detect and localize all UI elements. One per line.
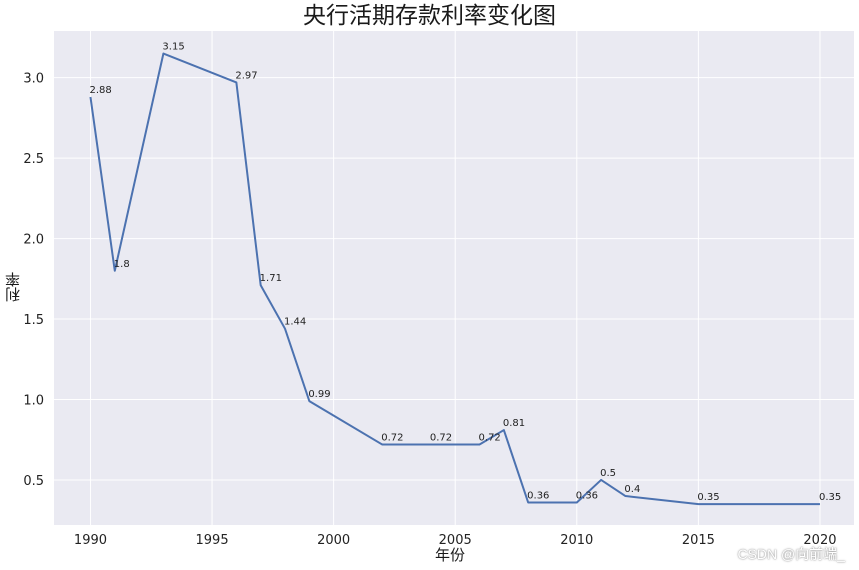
- watermark: CSDN @向前端_: [737, 546, 845, 562]
- y-axis-ticks: 0.5 1.0 1.5 2.0 2.5 3.0: [23, 72, 44, 489]
- x-axis-ticks: 1990 1995 2000 2005 2010 2015 2020: [74, 533, 837, 548]
- data-label: 0.5: [600, 468, 616, 479]
- y-tick-label: 0.5: [23, 474, 44, 489]
- data-label: 0.35: [697, 492, 719, 503]
- x-tick-label: 1990: [74, 533, 107, 548]
- y-tick-label: 1.5: [23, 313, 44, 328]
- data-label: 0.36: [576, 490, 598, 501]
- y-tick-label: 2.5: [23, 152, 44, 167]
- series-line: [89, 52, 820, 506]
- x-tick-label: 2000: [317, 533, 350, 548]
- x-tick-label: 2020: [803, 533, 836, 548]
- chart-title: 央行活期存款利率变化图: [303, 3, 556, 29]
- x-tick-label: 2005: [439, 533, 472, 548]
- x-axis-title: 年份: [434, 546, 465, 564]
- y-tick-label: 2.0: [23, 233, 44, 248]
- y-tick-label: 3.0: [23, 72, 44, 87]
- data-label: 1.44: [284, 317, 306, 328]
- data-label: 3.15: [162, 42, 184, 53]
- data-labels: 2.881.83.152.971.711.440.990.72 0.72 0.720…: [89, 42, 841, 504]
- data-label: 0.99: [308, 389, 330, 400]
- data-label: 2.88: [89, 85, 111, 96]
- data-label: 0.4: [624, 484, 640, 495]
- x-tick-label: 2010: [560, 533, 593, 548]
- grid-lines: [54, 31, 854, 525]
- data-label: 0.35: [819, 492, 841, 503]
- data-label: 2.97: [235, 70, 257, 81]
- data-label: 0.36: [527, 490, 549, 501]
- data-label: 0.81: [503, 418, 525, 429]
- plot-area: [54, 31, 854, 525]
- y-axis-title: 利率: [4, 272, 22, 302]
- data-label: 1.8: [114, 259, 130, 270]
- data-label: 1.71: [260, 273, 282, 284]
- data-label: 0.72: [430, 433, 452, 444]
- data-label: 0.72: [381, 433, 403, 444]
- y-tick-label: 1.0: [23, 393, 44, 408]
- x-tick-label: 2015: [682, 533, 715, 548]
- x-tick-label: 1995: [196, 533, 229, 548]
- data-label: 0.72: [479, 433, 501, 444]
